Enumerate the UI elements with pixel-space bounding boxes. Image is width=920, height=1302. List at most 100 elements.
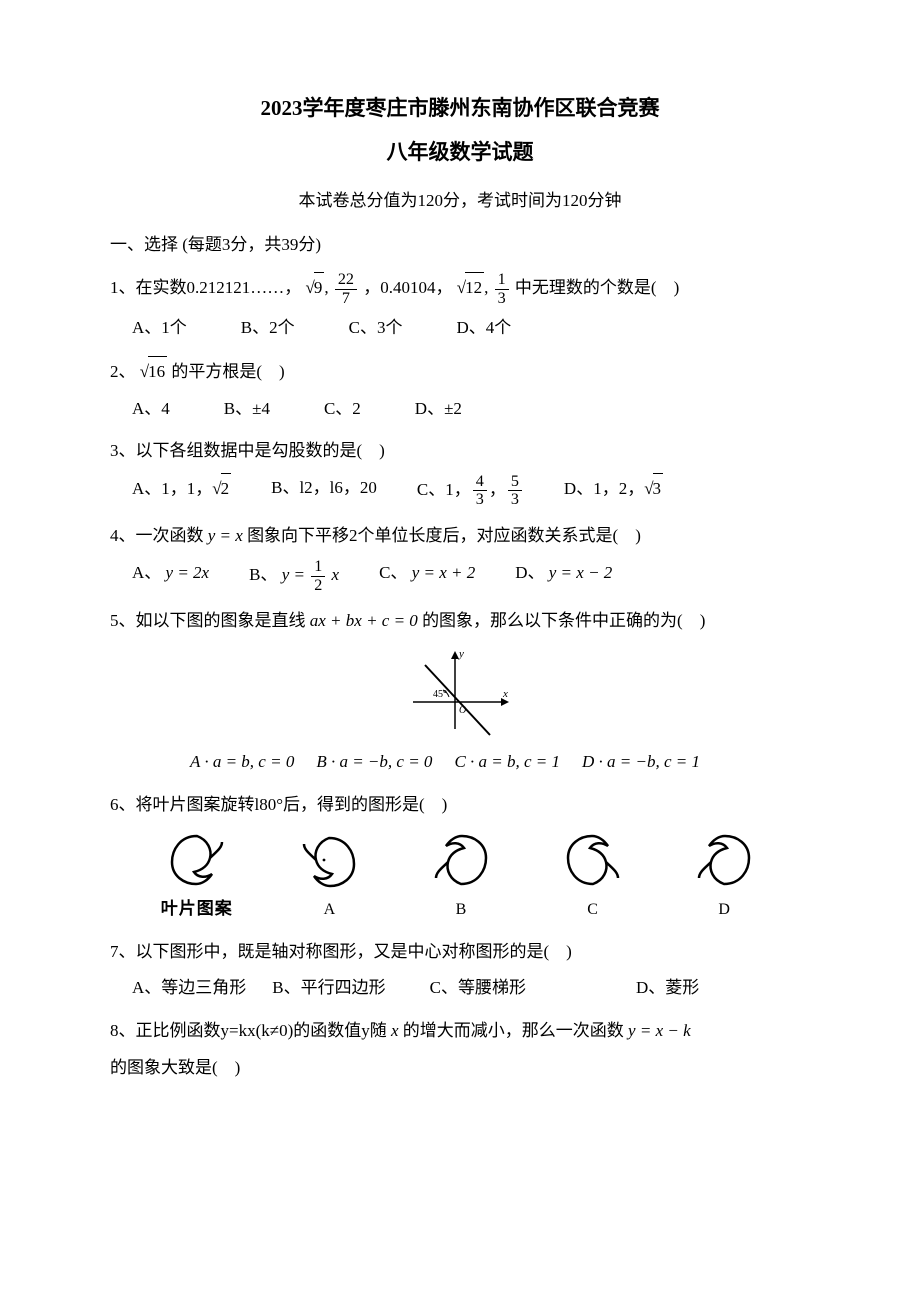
q3-c-f2d: 3 bbox=[508, 490, 522, 509]
q4-d-eq: y = x − 2 bbox=[549, 563, 613, 582]
q3-c-f2n: 5 bbox=[508, 473, 522, 491]
section-1-head: 一、选择 (每题3分，共39分) bbox=[110, 230, 810, 261]
q3-options: A、1，1，2 B、l2，l6，20 C、1，43，53 D、1，2，3 bbox=[132, 473, 810, 510]
q8-eq: y = x − k bbox=[628, 1021, 691, 1040]
q2-options: A、4 B、±4 C、2 D、±2 bbox=[132, 394, 810, 425]
q5-opt-a: A · a = b, c = 0 bbox=[190, 747, 294, 778]
question-3: 3、以下各组数据中是勾股数的是( ) bbox=[110, 436, 810, 467]
q1-opt-c: C、3个 bbox=[349, 313, 403, 344]
q4-opt-b: B、 y = 12 x bbox=[249, 558, 339, 595]
q1-sqrt12: 12 bbox=[465, 272, 484, 304]
q5-axis-y-label: y bbox=[458, 648, 464, 660]
q1-opt-b: B、2个 bbox=[241, 313, 295, 344]
q1-frac-22-num: 22 bbox=[335, 271, 357, 289]
q4-c-eq: y = x + 2 bbox=[412, 563, 476, 582]
q4-b-fd: 2 bbox=[311, 576, 325, 595]
q4-c-pre: C、 bbox=[379, 563, 412, 582]
q6-label-b: B bbox=[426, 896, 496, 925]
q7-opt-d: D、菱形 bbox=[636, 973, 699, 1004]
q3-c-f1n: 4 bbox=[473, 473, 487, 491]
q6-label-c: C bbox=[558, 896, 628, 925]
q4-b-pre: B、 bbox=[249, 565, 282, 584]
q4-b-fn: 1 bbox=[311, 558, 325, 576]
q2-rad: 16 bbox=[148, 356, 167, 388]
q2-stem-pre: 2、 bbox=[110, 362, 136, 381]
question-8: 8、正比例函数y=kx(k≠0)的函数值y随 x 的增大而减小，那么一次函数 y… bbox=[110, 1016, 810, 1047]
q5-opt-b: B · a = −b, c = 0 bbox=[316, 747, 432, 778]
q3-opt-b: B、l2，l6，20 bbox=[271, 473, 377, 510]
q1-sqrt9: 9 bbox=[314, 272, 325, 304]
q6-fig-a: A bbox=[294, 830, 364, 925]
q3-c-pre: C、1， bbox=[417, 480, 471, 499]
q2-opt-d: D、±2 bbox=[415, 394, 462, 425]
q6-figures: 叶片图案 A B C D bbox=[130, 828, 790, 925]
q4-opt-c: C、 y = x + 2 bbox=[379, 558, 475, 595]
page-subtitle: 八年级数学试题 bbox=[110, 134, 810, 172]
q5-opt-c: C · a = b, c = 1 bbox=[454, 747, 560, 778]
q3-opt-a: A、1，1， 2 bbox=[132, 473, 231, 510]
exam-info: 本试卷总分值为120分，考试时间为120分钟 bbox=[110, 186, 810, 217]
q6-label-a: A bbox=[294, 896, 364, 925]
q3-d-pre: D、1，2， bbox=[564, 479, 644, 498]
q2-opt-c: C、2 bbox=[324, 394, 361, 425]
q5-eq: ax + bx + c = 0 bbox=[310, 611, 418, 630]
q8-var: x bbox=[391, 1021, 399, 1040]
q5-axis-x-label: x bbox=[502, 688, 508, 700]
q2-opt-b: B、±4 bbox=[224, 394, 270, 425]
q1-options: A、1个 B、2个 C、3个 D、4个 bbox=[132, 313, 810, 344]
q3-c-f1d: 3 bbox=[473, 490, 487, 509]
question-4: 4、一次函数 y = x 图象向下平移2个单位长度后，对应函数关系式是( ) bbox=[110, 521, 810, 552]
question-2: 2、 16 的平方根是( ) bbox=[110, 356, 810, 388]
q1-stem-post: 中无理数的个数是( ) bbox=[515, 278, 679, 297]
q7-opt-a: A、等边三角形 bbox=[132, 973, 246, 1004]
q1-stem-mid: ，0.40104， bbox=[363, 278, 452, 297]
question-7: 7、以下图形中，既是轴对称图形，又是中心对称图形的是( ) bbox=[110, 937, 810, 968]
q6-label-0: 叶片图案 bbox=[161, 894, 233, 925]
q4-opt-a: A、 y = 2x bbox=[132, 558, 209, 595]
q4-stem-pre: 4、一次函数 bbox=[110, 526, 208, 545]
q8-stem-pre: 8、正比例函数y=kx(k≠0)的函数值y随 bbox=[110, 1021, 391, 1040]
q1-opt-d: D、4个 bbox=[456, 313, 511, 344]
q4-stem-post: 图象向下平移2个单位长度后，对应函数关系式是( ) bbox=[247, 526, 641, 545]
question-6: 6、将叶片图案旋转l80°后，得到的图形是( ) bbox=[110, 790, 810, 821]
q7-opt-c: C、等腰梯形 bbox=[430, 973, 526, 1004]
q6-fig-d: D bbox=[689, 830, 759, 925]
question-1: 1、在实数0.212121……， 9, 227 ，0.40104， 12, 13… bbox=[110, 271, 810, 308]
q6-fig-original: 叶片图案 bbox=[161, 828, 233, 925]
q3-d-rad: 3 bbox=[653, 473, 664, 505]
q6-fig-b: B bbox=[426, 830, 496, 925]
q3-c-mid: ， bbox=[489, 480, 506, 499]
q1-opt-a: A、1个 bbox=[132, 313, 187, 344]
q5-origin-label: O bbox=[459, 705, 466, 716]
q4-opt-d: D、 y = x − 2 bbox=[515, 558, 612, 595]
page-title: 2023学年度枣庄市滕州东南协作区联合竞赛 bbox=[110, 90, 810, 128]
q3-opt-c: C、1，43，53 bbox=[417, 473, 524, 510]
q4-options: A、 y = 2x B、 y = 12 x C、 y = x + 2 D、 y … bbox=[132, 558, 810, 595]
q5-opt-d: D · a = −b, c = 1 bbox=[582, 747, 700, 778]
q2-stem-post: 的平方根是( ) bbox=[171, 362, 284, 381]
q8-stem-mid: 的增大而减小，那么一次函数 bbox=[399, 1021, 629, 1040]
q4-eq: y = x bbox=[208, 526, 243, 545]
q5-stem-post: 的图象，那么以下条件中正确的为( ) bbox=[422, 611, 705, 630]
q4-b-eqpre: y = bbox=[282, 565, 310, 584]
question-8-line2: 的图象大致是( ) bbox=[110, 1053, 810, 1084]
q5-stem-pre: 5、如以下图的图象是直线 bbox=[110, 611, 310, 630]
q4-a-eq: y = 2x bbox=[166, 563, 210, 582]
q4-d-pre: D、 bbox=[515, 563, 549, 582]
q5-graph: y x O 45° bbox=[110, 647, 810, 737]
q5-options: A · a = b, c = 0 B · a = −b, c = 0 C · a… bbox=[190, 747, 810, 778]
q6-label-d: D bbox=[689, 896, 759, 925]
q1-frac-13-den: 3 bbox=[495, 289, 509, 308]
q7-opt-b: B、平行四边形 bbox=[272, 973, 385, 1004]
q1-frac-13-num: 1 bbox=[495, 271, 509, 289]
question-5: 5、如以下图的图象是直线 ax + bx + c = 0 的图象，那么以下条件中… bbox=[110, 606, 810, 637]
q4-b-eqpost: x bbox=[327, 565, 339, 584]
q3-a-rad: 2 bbox=[221, 473, 232, 505]
q2-opt-a: A、4 bbox=[132, 394, 170, 425]
q3-opt-d: D、1，2， 3 bbox=[564, 473, 663, 510]
q1-frac-22-den: 7 bbox=[335, 289, 357, 308]
q1-stem-pre: 1、在实数0.212121……， bbox=[110, 278, 301, 297]
q4-a-pre: A、 bbox=[132, 563, 166, 582]
q3-a-pre: A、1，1， bbox=[132, 479, 212, 498]
q7-options: A、等边三角形 B、平行四边形 C、等腰梯形 D、菱形 bbox=[132, 973, 810, 1004]
